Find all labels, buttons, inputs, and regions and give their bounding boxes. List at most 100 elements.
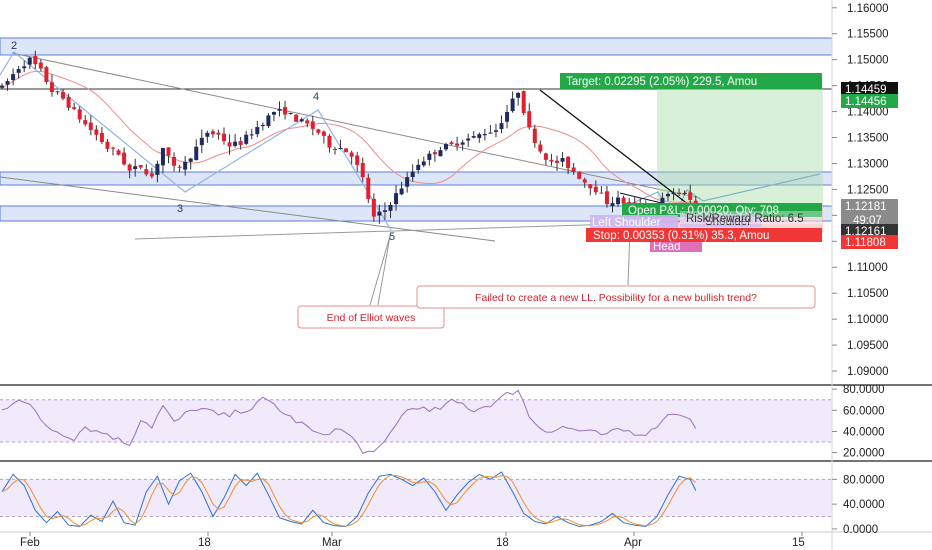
- elliot-annotation[interactable]: End of Elliot waves: [297, 305, 445, 329]
- candle-body: [604, 191, 609, 205]
- rsi-line-layer: [1, 389, 697, 454]
- head-label: Head: [653, 241, 681, 253]
- candle-body: [88, 122, 93, 130]
- price-tick-label: 1.13500: [847, 133, 889, 145]
- candle-body: [566, 156, 571, 169]
- candle-body: [438, 150, 443, 157]
- current-price-text: 1.12181: [845, 201, 887, 213]
- rsi-tick-label: 80.0000: [843, 384, 885, 396]
- candle-body: [94, 129, 99, 135]
- candle-body: [493, 130, 498, 132]
- right-shoulder-box: [680, 214, 762, 227]
- failed-annotation[interactable]: Failed to create a new LL. Possibility f…: [416, 285, 816, 309]
- failed-annotation-box: [416, 285, 816, 309]
- stop-price-text: 1.11808: [845, 237, 886, 249]
- candle-body: [449, 142, 454, 145]
- stoch-tick-label: 40.0000: [843, 499, 885, 511]
- rsi-line: [1, 389, 697, 454]
- right-shoulder-label: Shoulder: [705, 216, 751, 228]
- time-tick-label: 18: [198, 537, 211, 549]
- candle-body: [177, 166, 182, 168]
- candle-body: [538, 144, 543, 152]
- candle-body: [677, 192, 682, 195]
- candle-body: [233, 141, 238, 146]
- entry-price-tag: [841, 94, 898, 108]
- candle-body: [571, 167, 576, 172]
- time-tick-label: 18: [496, 537, 509, 549]
- candle-body: [172, 156, 177, 166]
- candle-body: [410, 171, 415, 178]
- candle-body: [283, 107, 288, 115]
- candle-body: [260, 124, 265, 127]
- rr-box: [680, 211, 822, 224]
- candle-body: [532, 128, 537, 144]
- price-tick-label: 1.12500: [847, 184, 889, 196]
- stoch-tick-label: 0.0000: [843, 524, 878, 536]
- candle-body: [432, 152, 437, 155]
- stop-label-box: [586, 228, 822, 242]
- candle-body: [288, 112, 293, 114]
- candle-body: [666, 193, 670, 197]
- left-shoulder-label: Left Shoulder: [592, 217, 661, 229]
- candle-body: [33, 56, 38, 65]
- candle-body: [16, 69, 21, 73]
- candle-body: [27, 57, 32, 65]
- channel-upper-line: [11, 52, 701, 199]
- candle-body: [499, 123, 504, 130]
- candle-body: [460, 142, 465, 145]
- stop-price-tag: [841, 235, 898, 249]
- candle-body: [166, 147, 171, 156]
- time-axis[interactable]: Feb 18 Mar 18 Apr 15: [20, 532, 805, 549]
- target-price-tag: [841, 82, 898, 96]
- candle-body: [427, 153, 432, 160]
- candle-body: [205, 132, 210, 137]
- stoch-d-line: [1, 474, 697, 527]
- candle-body: [5, 81, 10, 85]
- head-box: [650, 239, 702, 252]
- candle-body: [105, 141, 110, 149]
- stoch-axis[interactable]: 80.0000 40.0000 0.0000: [832, 474, 885, 536]
- candle-body: [72, 107, 77, 109]
- candle-body: [610, 203, 615, 207]
- candle-body: [399, 188, 404, 195]
- price-tick-label: 1.11000: [847, 262, 888, 274]
- wave-label-3: 3: [177, 203, 183, 215]
- entry-price-text: 1.14456: [845, 96, 887, 108]
- candle-body: [421, 161, 426, 166]
- neckline: [134, 221, 681, 240]
- candle-body: [0, 85, 4, 88]
- candle-body: [521, 91, 526, 114]
- candle-body: [271, 112, 276, 115]
- candle-body: [682, 192, 687, 194]
- candle-body: [305, 120, 310, 124]
- candle-body: [371, 198, 376, 217]
- candle-body: [394, 193, 399, 205]
- candle-body: [327, 135, 332, 148]
- rsi-axis[interactable]: 80.0000 60.0000 40.0000 20.0000: [832, 384, 885, 460]
- candle-body: [111, 147, 115, 149]
- candle-body: [510, 98, 515, 112]
- rsi-tick-label: 60.0000: [843, 405, 885, 417]
- stop-label-text: Stop: 0.00353 (0.31%) 35.3, Amou: [593, 230, 769, 242]
- left-shoulder-box: [590, 215, 678, 228]
- candle-body: [321, 131, 326, 136]
- candle-body: [349, 152, 354, 157]
- candle-body: [183, 161, 188, 170]
- price-tick-label: 1.16000: [847, 3, 889, 15]
- moving-average-line: [1, 70, 696, 203]
- candle-body: [99, 132, 104, 143]
- candle-body: [621, 197, 626, 204]
- elliot-annotation-box: [297, 305, 445, 329]
- candle-body: [444, 144, 448, 150]
- candle-body: [61, 92, 66, 99]
- elliott-wave-path: [0, 51, 392, 231]
- candle-body: [405, 177, 410, 187]
- candle-body: [127, 164, 132, 171]
- rsi-tick-label: 20.0000: [843, 448, 885, 460]
- candle-body: [627, 202, 632, 204]
- price-tick-label: 1.15000: [847, 55, 889, 67]
- stoch-pane: [0, 471, 832, 527]
- candle-body: [255, 127, 260, 135]
- target-label-box: [560, 73, 822, 89]
